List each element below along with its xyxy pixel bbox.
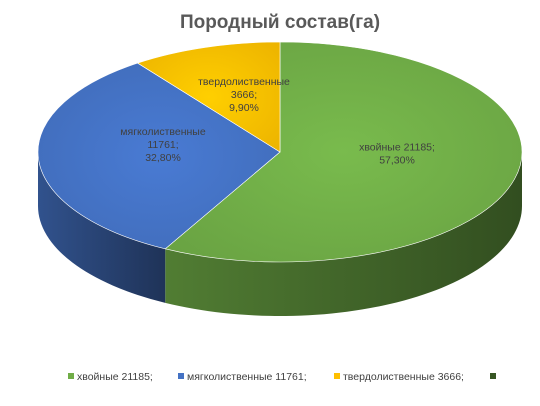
legend-swatch — [68, 373, 74, 379]
pie-slice-side — [165, 152, 523, 316]
pie-tops — [37, 41, 523, 263]
pie-slice-твердолиственные — [136, 41, 281, 153]
legend-swatch — [178, 373, 184, 379]
legend-label: твердолиственные 3666; — [343, 371, 464, 383]
pie-slice-хвойные — [164, 41, 523, 263]
legend-label: хвойные 21185; — [77, 371, 153, 383]
pie-slice-side — [37, 152, 166, 303]
pie-slice-мягколиственные — [37, 62, 281, 250]
pie-labels: хвойные 21185; 57,30% мягколиственные 11761… — [120, 76, 435, 167]
pie-sides — [37, 152, 523, 316]
data-label-хвойные: хвойные 21185; 57,30% — [359, 142, 435, 167]
legend: хвойные 21185; мягколиственные 11761; твер… — [68, 371, 496, 383]
data-label-мягколиственные: мягколиственные 11761; 32,80% — [120, 126, 206, 164]
legend-swatch — [490, 373, 496, 379]
data-label-твердолиственные: твердолиственные 3666; 9,90% — [198, 76, 290, 114]
legend-swatch — [334, 373, 340, 379]
legend-label: мягколиственные 11761; — [187, 371, 307, 383]
chart-title: Породный состав(га) — [180, 12, 380, 33]
